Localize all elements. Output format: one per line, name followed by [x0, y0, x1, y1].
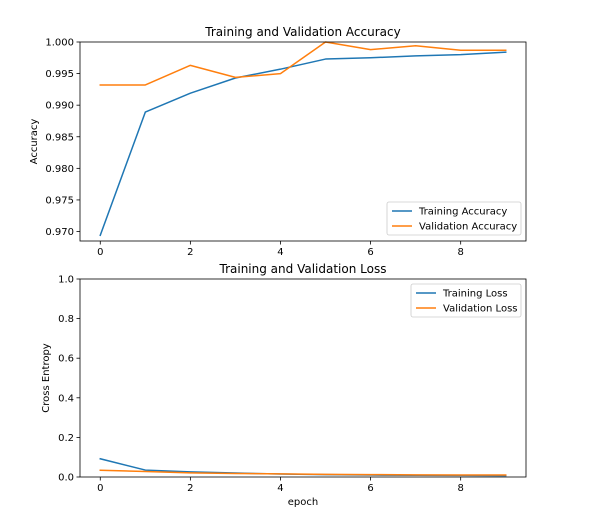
loss-x-tick-label: 2 — [187, 483, 193, 494]
loss-legend-box — [410, 283, 522, 318]
accuracy-x-tick-label: 8 — [457, 247, 463, 258]
accuracy-y-axis-label: Accuracy — [29, 119, 40, 165]
loss-x-tick-label: 4 — [277, 483, 283, 494]
accuracy-y-tick-label: 0.980 — [45, 164, 74, 175]
accuracy-series-line-validation — [99, 41, 507, 86]
accuracy-legend-label-validation: Validation Accuracy — [419, 222, 517, 233]
loss-x-axis-label: epoch — [288, 497, 318, 508]
accuracy-y-tick-label: 0.970 — [45, 227, 74, 238]
loss-y-tick-label: 0.6 — [58, 354, 74, 365]
accuracy-x-tick-label: 6 — [367, 247, 373, 258]
loss-y-tick-label: 1.0 — [58, 275, 74, 286]
loss-chart-title: Training and Validation Loss — [219, 262, 387, 276]
accuracy-axis-ticks: 0 2 4 6 8 0.970 0.975 0.980 0.985 0.990 0.995 1.000 — [45, 38, 464, 259]
loss-y-tick-label: 0.2 — [58, 433, 74, 444]
accuracy-x-tick-label: 4 — [277, 247, 283, 258]
accuracy-legend-label-training: Training Accuracy — [418, 207, 507, 218]
loss-x-tick-label: 0 — [97, 483, 103, 494]
loss-y-axis-label: Cross Entropy — [41, 343, 52, 413]
loss-y-tick-label: 0.0 — [58, 473, 74, 484]
accuracy-plot-frame — [79, 41, 527, 242]
accuracy-panel: Training and Validation Accuracy 0 2 4 6 8 0.… — [29, 25, 527, 259]
loss-y-tick-label: 0.4 — [58, 393, 74, 404]
loss-legend: Training Loss Validation Loss — [410, 283, 522, 318]
accuracy-legend: Training Accuracy Validation Accuracy — [386, 201, 522, 236]
accuracy-chart-title: Training and Validation Accuracy — [204, 25, 400, 39]
loss-legend-label-training: Training Loss — [442, 289, 508, 300]
accuracy-x-tick-label: 2 — [187, 247, 193, 258]
loss-series-line-training — [99, 457, 507, 477]
accuracy-legend-box — [386, 201, 522, 236]
accuracy-series-lines — [99, 41, 507, 237]
loss-panel: Training and Validation Loss 0 2 4 6 8 0.0 0.2… — [41, 262, 527, 508]
accuracy-series-line-training — [99, 51, 507, 237]
loss-series-line-validation — [99, 469, 507, 476]
accuracy-y-tick-label: 0.995 — [45, 69, 74, 80]
accuracy-y-tick-label: 0.990 — [45, 101, 74, 112]
loss-series-lines — [99, 457, 507, 477]
loss-plot-frame — [79, 278, 527, 478]
accuracy-x-tick-label: 0 — [97, 247, 103, 258]
accuracy-y-tick-label: 0.985 — [45, 132, 74, 143]
accuracy-y-tick-label: 1.000 — [45, 38, 74, 49]
loss-axis-ticks: 0 2 4 6 8 0.0 0.2 0.4 0.6 0.8 1.0 — [58, 275, 464, 495]
accuracy-y-tick-label: 0.975 — [45, 195, 74, 206]
loss-y-tick-label: 0.8 — [58, 314, 74, 325]
loss-x-tick-label: 8 — [457, 483, 463, 494]
loss-legend-label-validation: Validation Loss — [443, 304, 518, 315]
loss-x-tick-label: 6 — [367, 483, 373, 494]
